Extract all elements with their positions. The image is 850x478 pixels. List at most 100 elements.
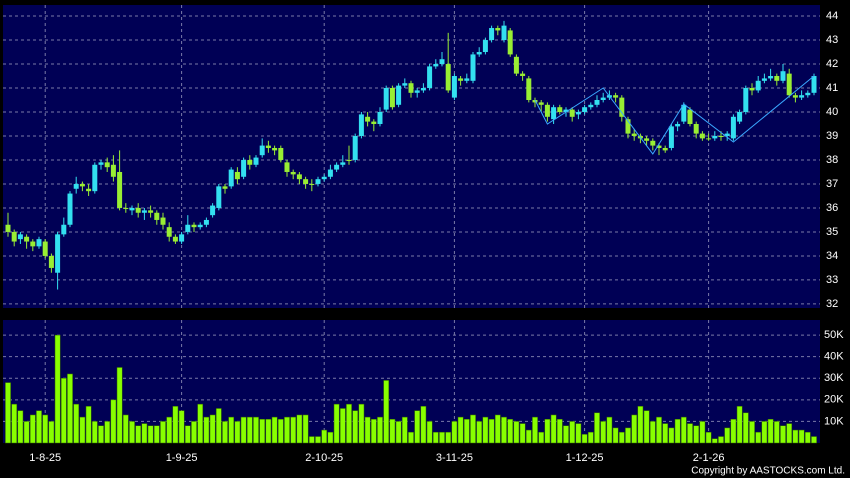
volume-bar — [48, 421, 55, 444]
candle-body — [346, 159, 352, 161]
volume-bar — [54, 334, 61, 444]
volume-bar — [147, 425, 154, 444]
candle-body — [290, 171, 296, 175]
volume-bar — [23, 421, 30, 444]
candle-body — [662, 147, 668, 151]
candle-body — [768, 76, 774, 79]
volume-bar — [687, 423, 693, 444]
volume-bar — [122, 414, 129, 444]
volume-bar — [693, 425, 700, 444]
y-tick-label: 39 — [826, 130, 838, 142]
candle-body — [712, 135, 718, 139]
volume-bar — [457, 416, 464, 444]
volume-bar — [563, 425, 569, 444]
copyright: Copyright by AASTOCKS.com Ltd. — [691, 466, 845, 477]
candle-body — [575, 111, 581, 115]
candle-body — [650, 140, 656, 146]
candle-body — [513, 56, 519, 74]
candle-body — [234, 171, 240, 180]
volume-bar — [215, 408, 222, 444]
volume-bar — [780, 425, 786, 444]
candle-body — [185, 224, 191, 232]
candle-body — [296, 174, 302, 180]
candle-body — [451, 76, 457, 98]
x-tick-label: 2-1-26 — [693, 452, 725, 464]
candle-body — [148, 210, 154, 213]
y-tick-label: 42 — [826, 58, 838, 70]
candle-body — [172, 236, 178, 242]
volume-tick-label: 50K — [824, 329, 844, 341]
candle-body — [749, 88, 755, 91]
volume-bar — [315, 436, 321, 444]
volume-bar — [662, 423, 669, 444]
y-tick-label: 34 — [826, 250, 838, 262]
y-tick-label: 36 — [826, 202, 838, 214]
candle-body — [613, 95, 619, 98]
candle-body — [495, 28, 501, 31]
volume-bar — [730, 419, 737, 444]
volume-bar — [389, 419, 396, 444]
y-tick-label: 33 — [826, 274, 838, 286]
candle-body — [402, 83, 408, 86]
candle-body — [644, 138, 650, 141]
volume-bar — [556, 419, 563, 444]
candle-body — [588, 104, 594, 108]
volume-tick-label: 30K — [824, 372, 844, 384]
candle-body — [718, 135, 724, 137]
volume-bar — [581, 434, 588, 444]
candle-body — [792, 95, 798, 98]
zigzag-line — [534, 75, 815, 155]
candle-body — [17, 234, 23, 240]
volume-tick-label: 40K — [824, 351, 844, 363]
candle-body — [464, 78, 470, 81]
volume-bar — [420, 406, 427, 444]
candle-body — [203, 219, 209, 225]
candle-body — [110, 164, 116, 177]
volume-bar — [259, 419, 266, 444]
candle-body — [631, 133, 637, 136]
volume-bar — [742, 412, 749, 444]
volume-bar — [755, 431, 762, 444]
candle-body — [55, 234, 61, 273]
candle-body — [619, 97, 625, 117]
candle-body — [526, 78, 532, 101]
volume-bar — [699, 421, 706, 444]
volume-bar — [488, 419, 495, 444]
candle-body — [129, 207, 135, 211]
volume-bar — [612, 427, 619, 444]
candle-body — [303, 179, 309, 184]
candle-body — [699, 133, 705, 139]
volume-bar — [544, 419, 551, 444]
candle-body — [141, 210, 147, 213]
volume-bar — [395, 421, 402, 444]
volume-bar — [476, 421, 483, 444]
volume-bar — [705, 431, 712, 444]
candle-body — [216, 186, 222, 208]
candle-body — [30, 241, 36, 247]
volume-bar — [327, 431, 334, 444]
candle-body — [420, 88, 426, 91]
volume-bar — [265, 419, 272, 444]
volume-bar — [246, 416, 253, 444]
candle-body — [786, 73, 792, 96]
candle-body — [104, 162, 110, 168]
candle-body — [247, 159, 253, 165]
candle-body — [352, 135, 358, 160]
volume-bar — [786, 423, 793, 444]
candle-body — [278, 147, 284, 160]
volume-bar — [91, 421, 98, 444]
candle-body — [24, 236, 30, 242]
candle-body — [284, 162, 290, 172]
volume-bar — [5, 382, 11, 444]
volume-bar — [346, 403, 352, 444]
volume-bar — [29, 414, 36, 444]
candle-body — [191, 224, 197, 228]
candle-body — [730, 116, 736, 139]
candle-body — [154, 212, 160, 220]
candle-body — [582, 107, 588, 112]
candle-body — [675, 123, 681, 127]
candle-body — [445, 64, 451, 91]
volume-bar — [79, 416, 86, 444]
volume-bar — [482, 416, 489, 444]
